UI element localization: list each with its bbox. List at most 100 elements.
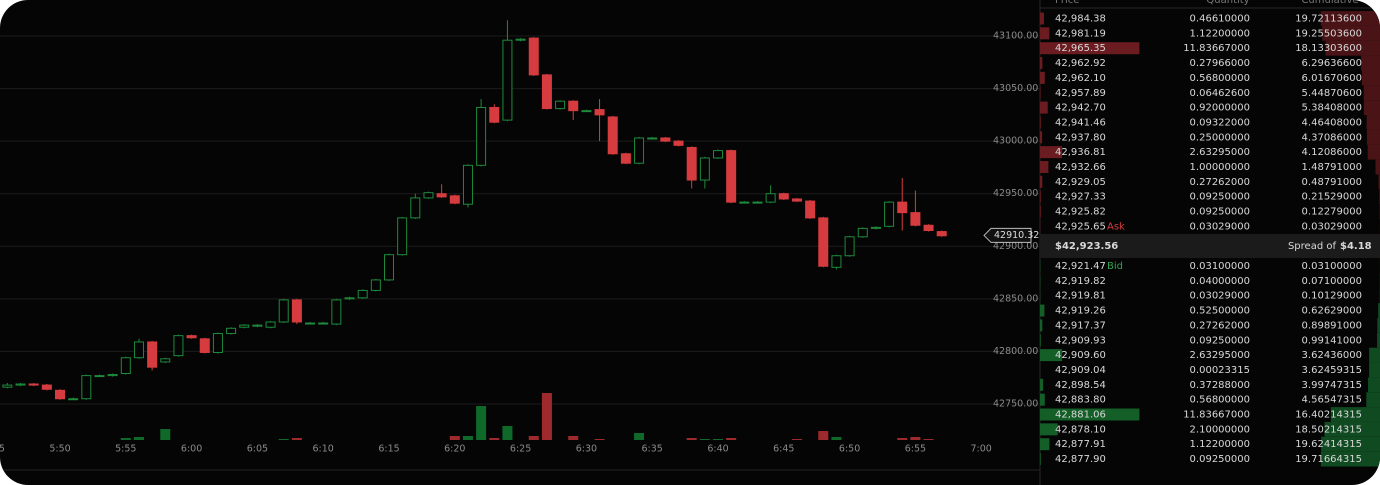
- last-price-tag: [983, 227, 1032, 243]
- y-tick-label: 42800.00: [993, 346, 1038, 357]
- price: 42,932.66: [1055, 162, 1106, 173]
- quantity: 2.10000000: [1190, 424, 1250, 435]
- candle-body: [476, 106, 487, 166]
- quantity: 1.12200000: [1190, 439, 1250, 450]
- quantity-depth-bar: [1040, 86, 1041, 99]
- candle-body: [55, 389, 65, 400]
- candle-body: [818, 217, 829, 267]
- price: 42,929.05: [1055, 177, 1106, 188]
- cumulative-depth-bar: [1324, 421, 1380, 437]
- quantity-depth-bar: [1040, 116, 1041, 129]
- x-tick-label: 6:25: [510, 444, 531, 455]
- candle-body: [686, 146, 697, 181]
- cumulative: 19.72113600: [1295, 14, 1362, 25]
- price: 42,965.35: [1055, 43, 1106, 54]
- volume-bar: [791, 439, 802, 440]
- candle-body: [844, 236, 855, 257]
- price: 42,925.82: [1055, 207, 1106, 218]
- price: 42,883.80: [1055, 395, 1106, 406]
- volume-bar: [634, 433, 645, 440]
- price: 42,909.93: [1055, 335, 1106, 346]
- quantity: 0.27966000: [1190, 58, 1250, 69]
- volume-bar: [449, 436, 460, 440]
- candle-body: [515, 38, 526, 41]
- volume-bar: [120, 438, 131, 440]
- cumulative: 18.13303600: [1295, 43, 1362, 54]
- y-tick-label: 42950.00: [993, 188, 1038, 199]
- candle-body: [370, 279, 381, 291]
- candle-body: [699, 157, 710, 181]
- candle-body: [305, 322, 316, 325]
- volume-bar: [476, 406, 487, 440]
- cumulative-depth-bar: [1366, 392, 1380, 408]
- quantity: 0.04000000: [1190, 276, 1250, 287]
- x-tick-label: 6:40: [707, 444, 728, 455]
- quantity-depth-bar: [1040, 190, 1041, 203]
- quantity: 0.06462600: [1190, 88, 1250, 99]
- last-price-label: 42910.32: [994, 230, 1039, 241]
- quantity-depth-bar: [1040, 175, 1043, 188]
- quantity: 0.00023315: [1190, 365, 1250, 376]
- cumulative: 0.62629000: [1302, 306, 1362, 317]
- cumulative-depth-bar: [1378, 174, 1380, 190]
- cumulative-depth-bar: [1367, 144, 1380, 160]
- candle-body: [28, 383, 39, 386]
- x-tick-label: 6:55: [905, 444, 926, 455]
- cumulative-depth-bar: [1375, 159, 1380, 175]
- candle-body: [81, 375, 92, 400]
- candle-body: [502, 39, 513, 121]
- quantity-depth-bar: [1040, 304, 1045, 317]
- volume-bar: [686, 438, 697, 440]
- quantity: 0.27262000: [1190, 320, 1250, 331]
- x-tick-label: 6:10: [313, 444, 334, 455]
- quantity-depth-bar: [1040, 12, 1044, 25]
- volume-bar: [291, 438, 302, 440]
- x-tick-label: 6:35: [642, 444, 663, 455]
- quantity: 0.37288000: [1190, 380, 1250, 391]
- candle-body: [397, 217, 408, 256]
- price: 42,925.65: [1055, 221, 1106, 232]
- candle-body: [226, 327, 237, 335]
- x-tick-label: 5:45: [0, 444, 5, 455]
- y-tick-label: 43000.00: [993, 136, 1038, 147]
- volume-bar: [818, 431, 829, 440]
- volume-bar: [910, 437, 921, 440]
- candle-body: [107, 374, 118, 377]
- volume-bar: [594, 439, 605, 440]
- candle-body: [910, 212, 921, 226]
- price: 42,909.60: [1055, 350, 1106, 361]
- mid-price: $42,923.56: [1055, 241, 1118, 252]
- cumulative: 3.62459315: [1302, 365, 1362, 376]
- cumulative: 6.29636600: [1302, 58, 1362, 69]
- quantity-depth-bar: [1040, 453, 1041, 466]
- candle-body: [791, 198, 802, 202]
- candle-body: [212, 333, 223, 353]
- quantity: 0.46610000: [1190, 14, 1250, 25]
- candle-body: [713, 150, 723, 159]
- volume-bar: [568, 436, 579, 440]
- candle-body: [555, 100, 566, 110]
- candle-body: [805, 200, 816, 219]
- order-book: Price Quantity Cumulative 42,984.38 0.466100…: [1040, 0, 1380, 467]
- cumulative: 16.40214315: [1295, 410, 1362, 421]
- price: 42,898.54: [1055, 380, 1106, 391]
- candle-body: [778, 193, 789, 200]
- price: 42,878.10: [1055, 424, 1106, 435]
- x-tick-label: 5:50: [49, 444, 70, 455]
- ask-label: Ask: [1107, 221, 1125, 232]
- spread-row-bg: [1040, 234, 1380, 258]
- price: 42,962.10: [1055, 73, 1106, 84]
- candle-body: [594, 109, 605, 116]
- quantity-depth-bar: [1040, 334, 1041, 347]
- y-tick-label: 42850.00: [993, 293, 1038, 304]
- price: 42,917.37: [1055, 320, 1106, 331]
- quantity: 0.52500000: [1190, 306, 1250, 317]
- cumulative: 19.62414315: [1295, 439, 1362, 450]
- cumulative: 0.07100000: [1302, 276, 1362, 287]
- candle-body: [410, 197, 421, 219]
- candle-body: [884, 201, 895, 227]
- cumulative-depth-bar: [1320, 451, 1380, 467]
- x-tick-label: 5:55: [115, 444, 136, 455]
- x-tick-label: 6:30: [576, 444, 597, 455]
- candle-body: [160, 358, 171, 363]
